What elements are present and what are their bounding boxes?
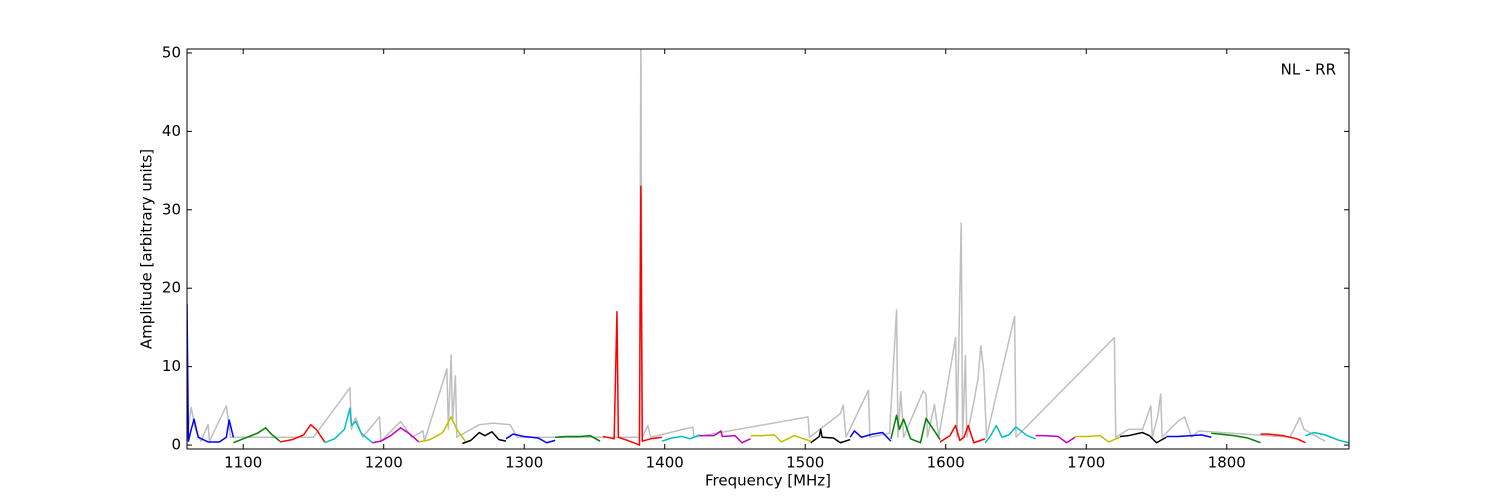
x-tick-label: 1200	[365, 454, 403, 472]
series-line	[279, 423, 326, 443]
series-line	[890, 414, 941, 444]
series-line	[324, 407, 373, 444]
series-line	[810, 428, 851, 444]
x-tick-label: 1500	[786, 454, 824, 472]
series-line	[661, 434, 701, 442]
y-tick-label: 10	[162, 357, 181, 375]
series-line	[1119, 431, 1167, 444]
x-tick-label: 1700	[1067, 454, 1105, 472]
y-tick-label: 40	[162, 122, 181, 140]
series-line	[462, 431, 507, 445]
y-tick-label: 50	[162, 43, 181, 61]
x-axis-label: Frequency [MHz]	[705, 472, 831, 490]
series-line	[939, 424, 986, 444]
series-line	[233, 427, 281, 444]
y-tick-label: 30	[162, 200, 181, 218]
x-tick-label: 1600	[927, 454, 965, 472]
series-line	[750, 434, 812, 443]
plot-frame	[186, 48, 1350, 450]
series-line	[555, 434, 601, 442]
y-tick-label: 0	[171, 436, 181, 454]
series-line	[1035, 434, 1076, 444]
series-line	[602, 185, 663, 446]
x-tick-label: 1400	[646, 454, 684, 472]
series-line	[1075, 434, 1121, 443]
y-axis-label: Amplitude [arbitrary units]	[138, 149, 156, 349]
series-line	[372, 427, 420, 444]
x-tick-label: 1800	[1208, 454, 1246, 472]
series-line	[505, 433, 556, 444]
series-line	[849, 430, 892, 442]
series-line	[187, 49, 1326, 442]
x-tick-label: 1100	[224, 454, 262, 472]
series-line	[1211, 432, 1261, 444]
x-tick-label: 1300	[505, 454, 543, 472]
series-line	[699, 430, 751, 444]
series-line	[1260, 433, 1306, 444]
y-tick-label: 20	[162, 279, 181, 297]
series-line	[187, 303, 235, 443]
series-line	[1166, 434, 1212, 438]
plot-area	[187, 49, 1349, 449]
series-line	[1305, 431, 1349, 444]
series-line	[418, 416, 466, 443]
annotation: NL - RR	[1281, 61, 1336, 79]
series-line	[984, 424, 1036, 444]
lines	[187, 49, 1349, 446]
